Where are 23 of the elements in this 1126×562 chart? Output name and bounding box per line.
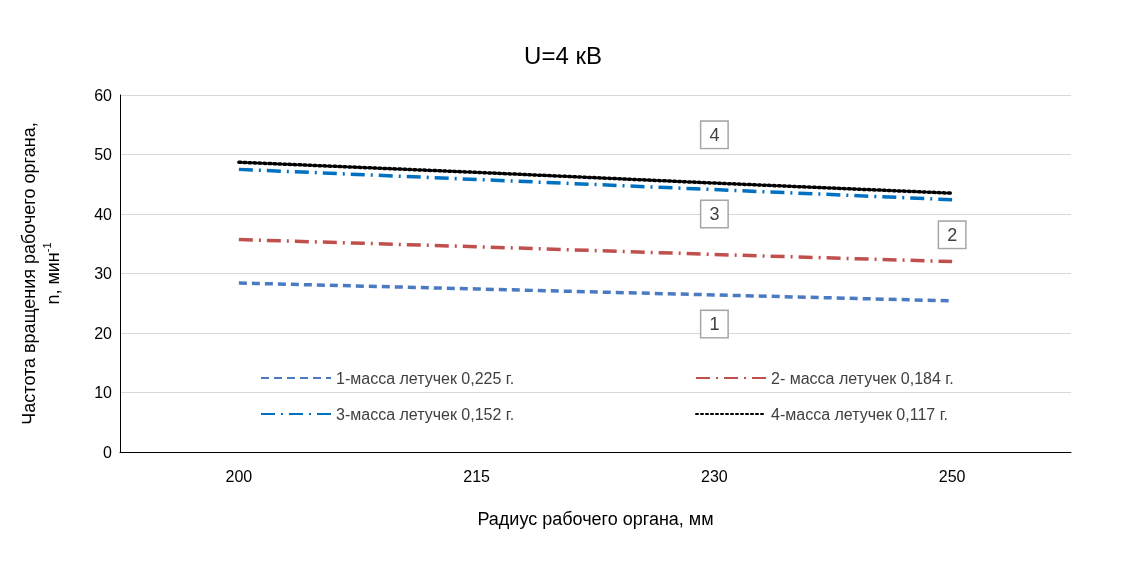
y-tick-label: 40	[94, 205, 113, 223]
y-tick-label: 10	[94, 384, 113, 401]
annotation: 2	[947, 224, 958, 245]
y-tick-label: 60	[94, 86, 113, 104]
annotation: 3	[709, 204, 720, 224]
annotation: 1	[709, 314, 720, 335]
legend-label: 1-масса летучек 0,225 г.	[336, 369, 515, 387]
line-series	[237, 160, 954, 195]
legend-label: 3-масса летучек 0,152 г.	[336, 405, 515, 423]
legend-label: 4-масса летучек 0,117 г.	[771, 405, 948, 423]
y-tick-label: 50	[94, 146, 113, 163]
y-tick-label: 20	[94, 324, 113, 342]
x-axis-title: Радиус рабочего органа, мм	[477, 509, 714, 529]
line-series	[237, 167, 954, 202]
x-tick-label: 215	[463, 467, 491, 485]
annotation: 4	[709, 124, 720, 145]
y-tick-label: 30	[94, 265, 113, 282]
x-tick-label: 230	[701, 467, 728, 485]
y-tick-label: 0	[103, 443, 113, 461]
x-tick-label: 200	[225, 467, 253, 485]
chart-title: U=4 кВ	[524, 41, 602, 69]
x-tick-label: 250	[938, 467, 966, 485]
legend-label: 2- масса летучек 0,184 г.	[771, 369, 954, 387]
